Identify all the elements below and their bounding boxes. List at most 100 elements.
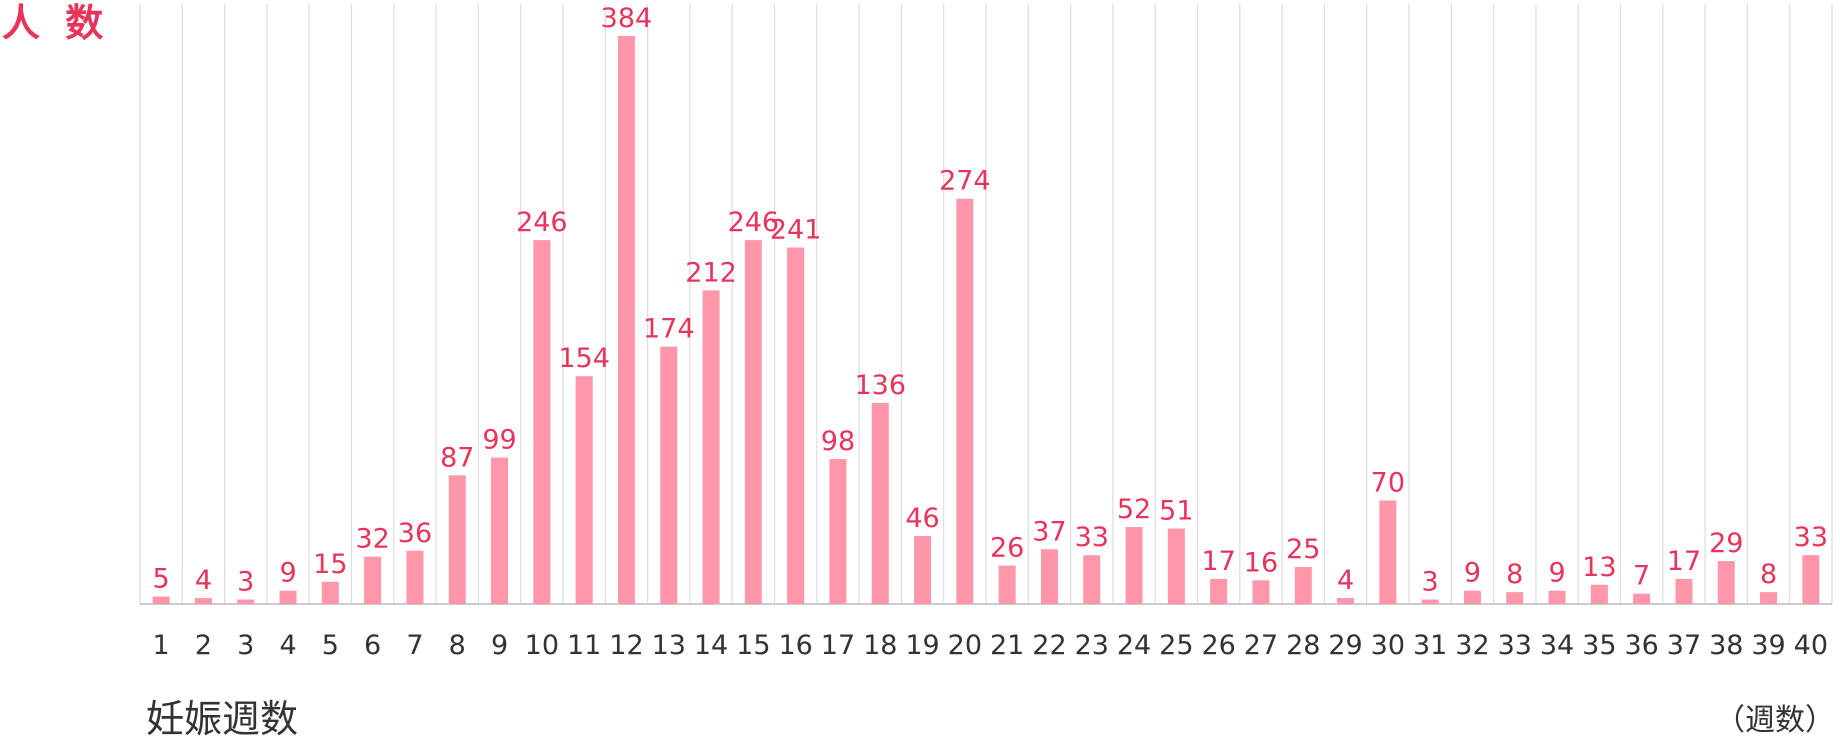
value-label: 8 bbox=[1760, 559, 1777, 590]
bar-week-37 bbox=[1675, 578, 1693, 604]
x-axis-unit: （週数） bbox=[1715, 703, 1835, 738]
bar-week-7 bbox=[406, 550, 424, 604]
x-tick-label: 12 bbox=[609, 630, 643, 661]
value-label: 13 bbox=[1582, 552, 1616, 583]
bar-week-32 bbox=[1463, 590, 1481, 604]
bar-week-12 bbox=[617, 36, 635, 604]
x-tick-label: 7 bbox=[406, 630, 423, 661]
x-tick-label: 35 bbox=[1582, 630, 1616, 661]
x-tick-label: 13 bbox=[652, 630, 686, 661]
value-label: 274 bbox=[939, 166, 991, 197]
bar-week-2 bbox=[194, 598, 212, 604]
bar-week-39 bbox=[1760, 592, 1778, 604]
bar-week-30 bbox=[1379, 500, 1397, 604]
y-axis-label: 人 数 bbox=[2, 1, 109, 45]
value-label: 36 bbox=[398, 518, 432, 549]
bar-week-17 bbox=[829, 459, 847, 604]
x-tick-label: 19 bbox=[905, 630, 939, 661]
value-label: 9 bbox=[279, 558, 296, 589]
value-label: 15 bbox=[313, 549, 347, 580]
value-label: 4 bbox=[1337, 565, 1354, 596]
x-tick-label: 10 bbox=[525, 630, 559, 661]
x-tick-label: 17 bbox=[821, 630, 855, 661]
value-label: 51 bbox=[1159, 496, 1193, 527]
x-tick-label: 22 bbox=[1032, 630, 1066, 661]
bar-week-19 bbox=[914, 535, 932, 604]
value-label: 26 bbox=[990, 533, 1024, 564]
value-label: 212 bbox=[685, 257, 737, 288]
value-label: 9 bbox=[1548, 558, 1565, 589]
value-label: 87 bbox=[440, 442, 474, 473]
bar-week-13 bbox=[660, 346, 678, 604]
value-label: 3 bbox=[237, 567, 254, 598]
bar-week-20 bbox=[956, 198, 974, 605]
value-label: 17 bbox=[1667, 546, 1701, 577]
bar-week-26 bbox=[1210, 578, 1228, 604]
bar-week-29 bbox=[1337, 598, 1355, 604]
x-tick-label: 29 bbox=[1328, 630, 1362, 661]
value-label: 16 bbox=[1244, 547, 1278, 578]
bar-week-33 bbox=[1506, 592, 1524, 604]
value-label: 8 bbox=[1506, 559, 1523, 590]
x-tick-label: 6 bbox=[364, 630, 381, 661]
value-label: 9 bbox=[1464, 558, 1481, 589]
grid-lines bbox=[139, 4, 1833, 605]
bar-week-21 bbox=[998, 565, 1016, 604]
x-tick-label: 36 bbox=[1624, 630, 1658, 661]
bar-week-15 bbox=[744, 240, 762, 604]
value-label: 5 bbox=[153, 564, 170, 595]
bar-week-18 bbox=[871, 402, 889, 604]
value-label: 154 bbox=[558, 343, 610, 374]
value-label: 99 bbox=[482, 425, 516, 456]
x-tick-label: 31 bbox=[1413, 630, 1447, 661]
bar-week-28 bbox=[1294, 567, 1312, 604]
x-tick-label: 11 bbox=[567, 630, 601, 661]
value-label: 25 bbox=[1286, 534, 1320, 565]
bar-week-10 bbox=[533, 240, 551, 604]
x-tick-label: 9 bbox=[491, 630, 508, 661]
value-label: 32 bbox=[355, 524, 389, 555]
bar-week-35 bbox=[1590, 584, 1608, 604]
bar-week-11 bbox=[575, 376, 593, 604]
bar-week-14 bbox=[702, 290, 720, 604]
x-tick-label: 8 bbox=[449, 630, 466, 661]
x-tick-label: 27 bbox=[1244, 630, 1278, 661]
value-label: 4 bbox=[195, 565, 212, 596]
x-tick-label: 3 bbox=[237, 630, 254, 661]
bar-week-5 bbox=[321, 581, 339, 604]
x-tick-label: 1 bbox=[153, 630, 170, 661]
bar-week-24 bbox=[1125, 527, 1143, 604]
value-label: 246 bbox=[728, 207, 780, 238]
bar-week-22 bbox=[1040, 549, 1058, 604]
bar-week-25 bbox=[1167, 528, 1185, 604]
x-tick-label: 4 bbox=[279, 630, 296, 661]
bars bbox=[152, 36, 1820, 605]
value-label: 136 bbox=[854, 370, 906, 401]
bar-week-34 bbox=[1548, 590, 1566, 604]
bar-week-16 bbox=[787, 247, 805, 605]
x-tick-label: 39 bbox=[1751, 630, 1785, 661]
value-label: 98 bbox=[821, 426, 855, 457]
value-label: 29 bbox=[1709, 528, 1743, 559]
value-label: 52 bbox=[1117, 494, 1151, 525]
value-label: 174 bbox=[643, 314, 695, 345]
bar-week-27 bbox=[1252, 580, 1270, 604]
value-label: 46 bbox=[905, 503, 939, 534]
x-tick-label: 32 bbox=[1455, 630, 1489, 661]
x-tick-label: 14 bbox=[694, 630, 728, 661]
value-label: 246 bbox=[516, 207, 568, 238]
x-tick-label: 20 bbox=[948, 630, 982, 661]
x-tick-label: 26 bbox=[1201, 630, 1235, 661]
bar-week-23 bbox=[1083, 555, 1101, 604]
value-label: 17 bbox=[1201, 546, 1235, 577]
x-tick-labels: 1 2 3 4 5 6 7 8 9 10 11 12 13 14 15 16 17 18 19 20 21 22 23 24 2… bbox=[153, 630, 1828, 661]
x-tick-label: 2 bbox=[195, 630, 212, 661]
bar-week-8 bbox=[448, 475, 466, 604]
x-tick-label: 38 bbox=[1709, 630, 1743, 661]
x-axis-label: 妊娠週数 bbox=[146, 697, 298, 740]
x-tick-label: 33 bbox=[1498, 630, 1532, 661]
value-label: 33 bbox=[1075, 522, 1109, 553]
x-tick-label: 21 bbox=[990, 630, 1024, 661]
